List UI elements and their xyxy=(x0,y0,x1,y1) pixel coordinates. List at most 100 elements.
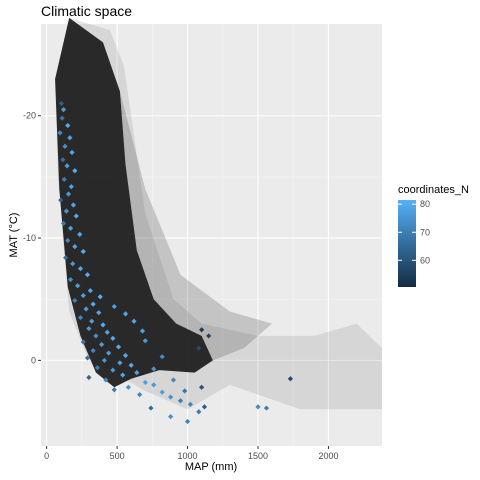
data-point xyxy=(59,115,65,121)
data-point xyxy=(64,163,70,169)
x-tick-label: 1500 xyxy=(248,451,268,461)
data-point xyxy=(69,149,75,156)
data-point xyxy=(137,392,143,398)
data-point xyxy=(83,306,89,312)
data-point xyxy=(206,333,212,339)
legend-tick-label: 80 xyxy=(420,199,430,209)
data-point xyxy=(72,244,78,250)
data-point xyxy=(77,231,83,237)
data-point xyxy=(122,311,129,317)
data-point xyxy=(168,394,174,400)
legend: coordinates_N 60 70 80 xyxy=(398,184,469,287)
data-point xyxy=(134,370,140,376)
x-axis-title: MAP (mm) xyxy=(185,461,237,473)
data-point xyxy=(57,130,63,136)
data-point xyxy=(87,288,93,294)
background-density-cloud xyxy=(55,17,382,410)
x-tick-label: 2000 xyxy=(318,451,338,461)
data-point xyxy=(67,277,74,283)
data-point xyxy=(148,405,154,411)
data-point xyxy=(103,377,109,383)
data-point xyxy=(58,197,64,203)
data-point xyxy=(139,328,146,334)
y-tick-label: -20 xyxy=(23,111,36,121)
data-point xyxy=(77,314,84,321)
y-axis-title: MAT (°C) xyxy=(8,213,20,258)
data-point xyxy=(287,376,294,382)
data-point xyxy=(80,248,86,255)
data-point xyxy=(84,355,91,361)
data-point xyxy=(151,366,157,372)
data-point xyxy=(159,354,165,360)
data-point xyxy=(142,379,148,385)
data-point xyxy=(122,352,129,359)
data-point xyxy=(90,301,96,307)
x-axis: 0 500 1000 1500 2000 xyxy=(44,446,338,461)
data-point xyxy=(65,191,72,197)
data-point xyxy=(63,208,69,214)
data-point xyxy=(104,329,110,335)
data-point xyxy=(80,339,86,345)
data-point xyxy=(196,409,202,415)
data-point xyxy=(117,360,123,366)
legend-ticks: 60 70 80 xyxy=(398,199,430,265)
data-point xyxy=(72,168,78,174)
legend-tick-label: 70 xyxy=(420,227,430,237)
data-point xyxy=(61,176,67,182)
legend-tick-label: 60 xyxy=(420,255,430,265)
data-point xyxy=(96,310,102,316)
data-point xyxy=(70,202,77,208)
cloud-mid-region xyxy=(119,91,273,361)
data-point xyxy=(120,372,126,378)
data-point xyxy=(60,157,66,163)
data-point xyxy=(58,100,65,107)
data-point xyxy=(168,414,174,420)
data-point xyxy=(125,384,131,390)
data-point xyxy=(199,384,205,390)
data-point xyxy=(84,272,91,278)
data-point xyxy=(201,404,208,410)
data-point xyxy=(63,255,69,261)
data-point xyxy=(111,303,117,310)
x-tick-label: 1000 xyxy=(178,451,198,461)
chart-title: Climatic space xyxy=(41,3,132,19)
data-point xyxy=(67,225,74,231)
data-point xyxy=(93,333,99,339)
data-point xyxy=(199,327,205,333)
x-tick-label: 0 xyxy=(44,451,49,461)
data-point xyxy=(187,401,193,408)
data-point xyxy=(80,292,86,299)
data-point xyxy=(101,357,108,363)
legend-colorbar xyxy=(398,200,416,287)
legend-title: coordinates_N xyxy=(398,184,469,196)
data-point xyxy=(110,335,116,341)
data-point xyxy=(170,377,177,383)
data-point xyxy=(151,382,157,388)
data-point xyxy=(94,365,100,371)
data-point xyxy=(142,338,148,344)
data-point xyxy=(98,341,105,348)
data-point xyxy=(196,345,202,351)
data-point xyxy=(72,297,78,304)
y-axis: -20 -10 0 xyxy=(23,111,41,365)
data-point xyxy=(75,283,81,289)
data-point xyxy=(128,362,134,368)
data-point xyxy=(60,220,67,226)
data-point xyxy=(89,318,95,324)
data-point xyxy=(60,107,67,113)
y-tick-label: -10 xyxy=(23,233,36,243)
data-point xyxy=(177,398,184,404)
data-points xyxy=(57,100,294,425)
data-point xyxy=(86,374,92,381)
data-point xyxy=(97,294,103,300)
data-point xyxy=(65,237,71,244)
data-point xyxy=(68,184,74,190)
data-point xyxy=(159,389,165,395)
cloud-dense-core xyxy=(55,17,213,388)
data-point xyxy=(182,388,188,394)
data-point xyxy=(62,143,68,149)
data-point xyxy=(70,261,76,267)
data-point xyxy=(73,213,79,219)
data-point xyxy=(86,325,92,332)
